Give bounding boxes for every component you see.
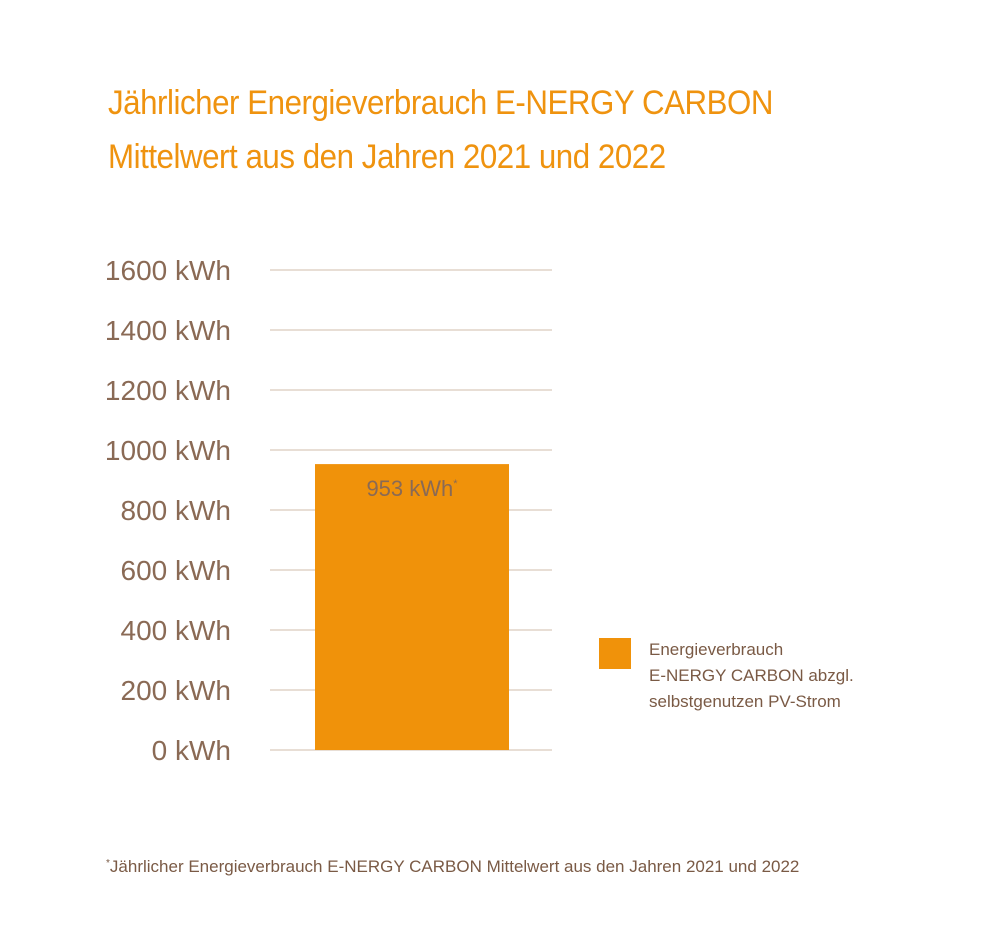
legend-label: Energieverbrauch E-NERGY CARBON abzgl. s… [649,637,854,715]
legend-label-line-3: selbstgenutzen PV-Strom [649,692,841,711]
legend-label-line-1: Energieverbrauch [649,640,784,659]
y-tick-label: 400 kWh [121,615,232,646]
chart-title-line-2: Mittelwert aus den Jahren 2021 und 2022 [108,138,666,176]
chart-title-line-1: Jährlicher Energieverbrauch E-NERGY CARB… [108,84,774,122]
y-tick-label: 200 kWh [121,675,232,706]
bar-data-label-marker: * [453,478,458,490]
y-tick-label: 800 kWh [121,495,232,526]
footnote-text: Jährlicher Energieverbrauch E-NERGY CARB… [109,857,800,876]
y-tick-label: 1400 kWh [105,315,231,346]
footnote: *Jährlicher Energieverbrauch E-NERGY CAR… [106,857,799,877]
bar-data-label: 953 kWh* [366,476,458,501]
legend-swatch [599,638,631,669]
y-tick-label: 600 kWh [121,555,232,586]
footnote-marker: * [106,858,110,869]
y-tick-label: 1600 kWh [105,255,231,286]
legend-label-line-2: E-NERGY CARBON abzgl. [649,666,854,685]
bar [315,464,509,750]
y-tick-label: 1000 kWh [105,435,231,466]
y-tick-label: 1200 kWh [105,375,231,406]
y-tick-label: 0 kWh [152,735,231,766]
